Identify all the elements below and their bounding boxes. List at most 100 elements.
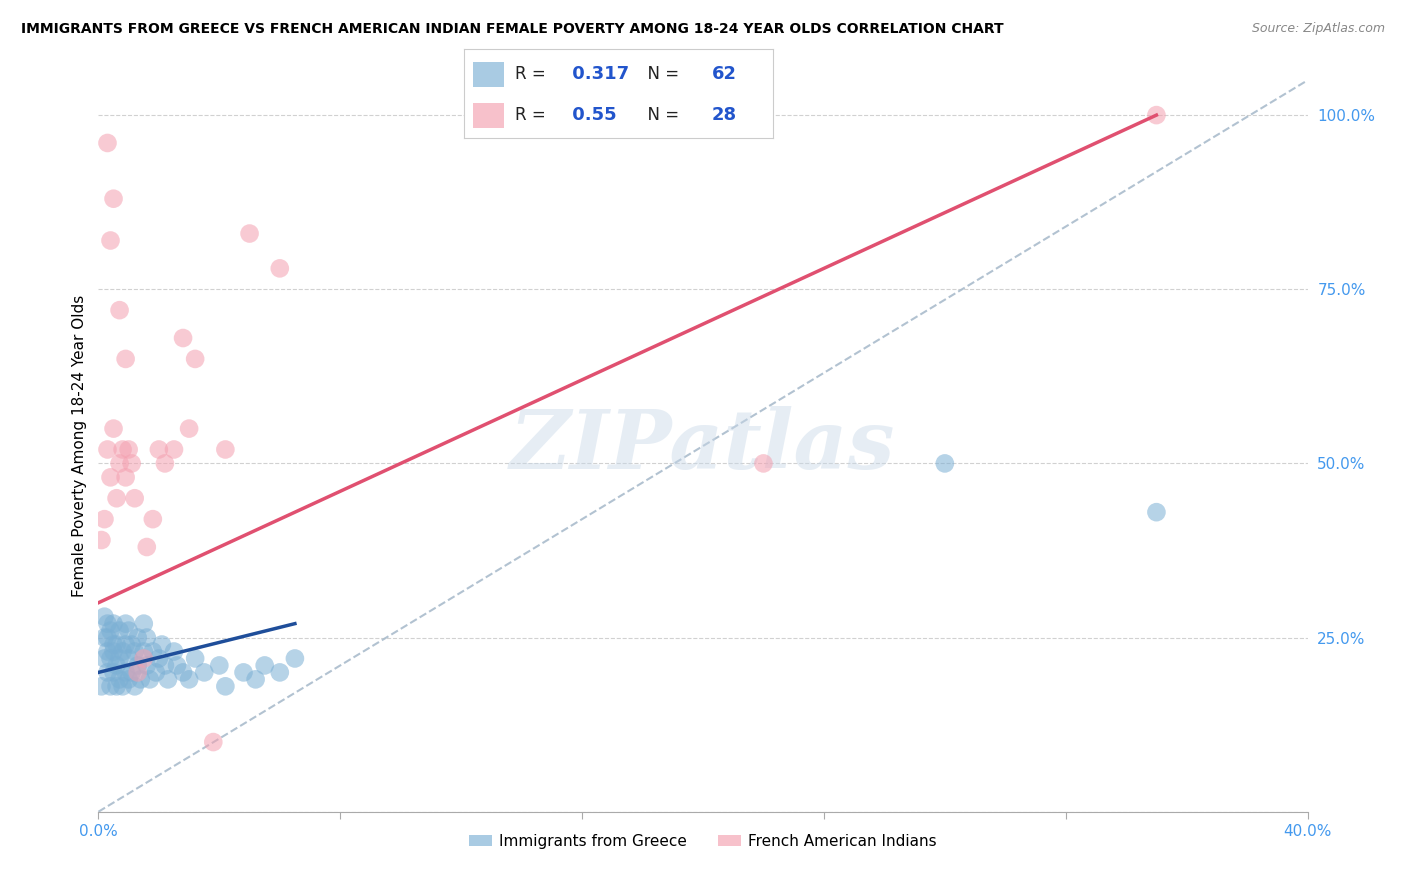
Point (150, 638, 173, 652)
Point (93, 631, 115, 645)
FancyBboxPatch shape (474, 103, 505, 128)
Point (96, 616, 118, 631)
Point (214, 679, 236, 693)
Point (100, 679, 122, 693)
Point (127, 631, 149, 645)
Point (93, 609, 115, 624)
Point (148, 651, 170, 665)
Point (1144, 108, 1167, 122)
Point (132, 651, 155, 665)
Text: R =: R = (515, 65, 551, 83)
Point (166, 658, 188, 673)
Text: R =: R = (515, 106, 551, 124)
Point (184, 651, 207, 665)
Point (114, 351, 136, 366)
Point (118, 624, 141, 638)
Point (96, 136, 118, 150)
Legend: Immigrants from Greece, French American Indians: Immigrants from Greece, French American … (463, 828, 943, 855)
Point (103, 665, 125, 680)
Point (124, 491, 146, 506)
Point (100, 470, 122, 484)
Text: 62: 62 (711, 65, 737, 83)
Text: 0.317: 0.317 (567, 65, 628, 83)
Point (132, 616, 155, 631)
Point (100, 651, 122, 665)
Point (132, 644, 155, 658)
Point (118, 651, 141, 665)
Point (127, 665, 149, 680)
Point (193, 665, 215, 680)
Point (114, 665, 136, 680)
Point (142, 512, 165, 526)
Point (245, 673, 267, 687)
Point (100, 624, 122, 638)
Point (172, 331, 194, 345)
Point (105, 679, 128, 693)
Point (124, 644, 146, 658)
Point (752, 457, 775, 471)
Point (153, 658, 176, 673)
Point (153, 457, 176, 471)
Point (96, 442, 118, 457)
Point (121, 638, 143, 652)
Point (156, 673, 179, 687)
Point (269, 261, 291, 276)
Text: N =: N = (637, 65, 685, 83)
Point (105, 658, 128, 673)
Point (108, 624, 131, 638)
Point (127, 658, 149, 673)
Point (108, 651, 131, 665)
Text: IMMIGRANTS FROM GREECE VS FRENCH AMERICAN INDIAN FEMALE POVERTY AMONG 18-24 YEAR: IMMIGRANTS FROM GREECE VS FRENCH AMERICA… (21, 22, 1004, 37)
Point (114, 616, 136, 631)
FancyBboxPatch shape (474, 62, 505, 87)
Point (253, 658, 276, 673)
Point (114, 638, 136, 652)
Point (163, 442, 186, 457)
Point (96, 644, 118, 658)
Point (232, 665, 254, 680)
Point (103, 616, 125, 631)
Point (135, 658, 157, 673)
Text: N =: N = (637, 106, 685, 124)
Point (108, 457, 131, 471)
Point (103, 421, 125, 435)
Point (124, 679, 146, 693)
Point (108, 673, 131, 687)
Point (93, 651, 115, 665)
Point (108, 303, 131, 318)
Point (172, 665, 194, 680)
Text: ZIPatlas: ZIPatlas (510, 406, 896, 486)
Point (269, 665, 291, 680)
Point (118, 442, 141, 457)
Point (111, 442, 134, 457)
Point (284, 651, 307, 665)
Point (179, 673, 201, 687)
Y-axis label: Female Poverty Among 18-24 Year Olds: Female Poverty Among 18-24 Year Olds (72, 295, 87, 597)
Point (103, 644, 125, 658)
Point (90, 679, 112, 693)
Point (179, 421, 201, 435)
Point (202, 735, 225, 749)
Point (111, 679, 134, 693)
Point (93, 512, 115, 526)
Point (129, 673, 152, 687)
Point (214, 442, 236, 457)
Point (118, 673, 141, 687)
Point (105, 491, 128, 506)
Point (90, 533, 112, 547)
Point (934, 457, 956, 471)
Point (1144, 505, 1167, 519)
Text: 28: 28 (711, 106, 737, 124)
Point (105, 638, 128, 652)
Point (103, 192, 125, 206)
Point (121, 665, 143, 680)
Point (239, 227, 262, 241)
Point (135, 631, 157, 645)
Point (208, 658, 231, 673)
Point (114, 470, 136, 484)
Point (96, 631, 118, 645)
Point (135, 540, 157, 554)
Point (96, 665, 118, 680)
Point (100, 234, 122, 248)
Point (103, 638, 125, 652)
